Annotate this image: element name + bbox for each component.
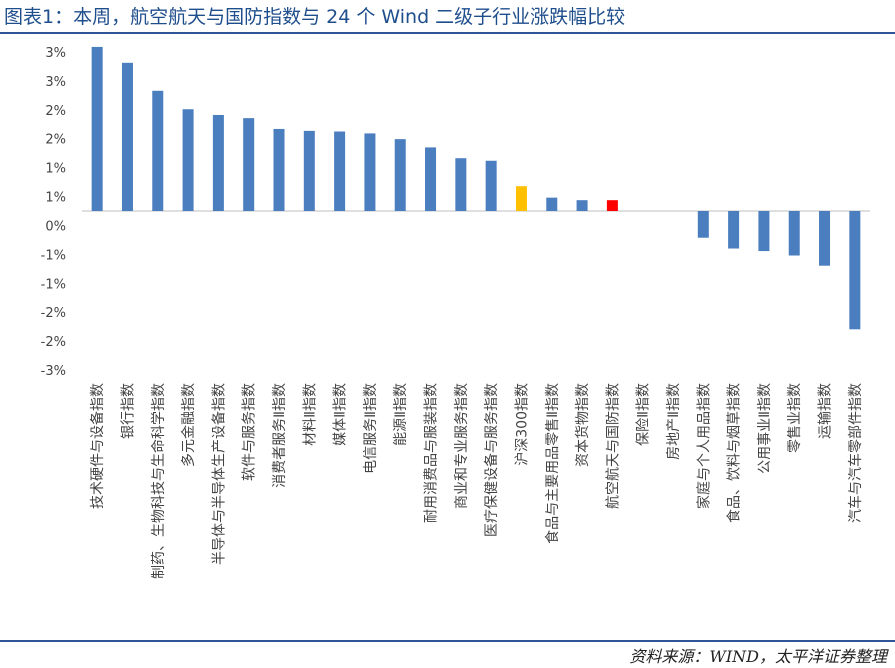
category-label: 能源Ⅱ指数 — [393, 383, 409, 446]
y-axis: 3% 3% 2% 2% 1% 1% 0% -1% -1% -2% -2% -3% — [41, 46, 870, 379]
category-label: 家庭与个人用品指数 — [695, 383, 712, 509]
category-label: 媒体Ⅱ指数 — [333, 383, 349, 446]
bar — [849, 211, 861, 330]
bar — [485, 160, 497, 211]
category-label: 材料Ⅱ指数 — [302, 383, 318, 446]
bar — [819, 211, 831, 266]
bar — [91, 46, 103, 211]
bar — [182, 109, 194, 211]
category-label: 耐用消费品与服装指数 — [424, 383, 440, 523]
source-note: 资料来源：WIND，太平洋证券整理 — [629, 647, 887, 666]
bar — [364, 133, 376, 211]
bar — [394, 139, 406, 211]
bar — [334, 131, 346, 211]
y-tick-label: 3% — [45, 75, 66, 90]
category-label: 软件与服务指数 — [242, 383, 258, 481]
category-label: 公用事业Ⅱ指数 — [757, 383, 773, 474]
bar — [576, 200, 588, 211]
bar — [546, 197, 558, 211]
bar — [728, 211, 740, 249]
y-tick-label: -1% — [41, 277, 66, 292]
y-tick-label: 1% — [45, 162, 66, 177]
category-label: 多元金融指数 — [180, 383, 197, 467]
category-label: 资本货物指数 — [574, 383, 591, 467]
y-tick-label: 3% — [45, 46, 66, 61]
category-label: 航空航天与国防指数 — [605, 383, 621, 509]
bar — [697, 211, 709, 238]
bar — [303, 130, 315, 211]
category-label: 电信服务Ⅱ指数 — [363, 383, 379, 474]
category-label: 沪深300指数 — [514, 383, 530, 466]
bar — [152, 90, 164, 211]
y-tick-label: 2% — [45, 104, 66, 119]
y-tick-label: -2% — [41, 306, 66, 321]
y-tick-label: 2% — [45, 133, 66, 148]
bar — [455, 158, 467, 211]
bar — [212, 114, 224, 211]
bar — [243, 118, 255, 211]
chart-title: 图表1：本周，航空航天与国防指数与 24 个 Wind 二级子行业涨跌幅比较 — [4, 6, 626, 28]
y-tick-label: 0% — [45, 219, 66, 234]
category-label: 半导体与半导体生产设备指数 — [210, 383, 227, 565]
category-label: 保险Ⅱ指数 — [636, 383, 652, 446]
bar — [758, 211, 770, 252]
category-label: 房地产Ⅱ指数 — [666, 383, 682, 460]
category-label: 商业和专业服务指数 — [454, 383, 470, 509]
bars — [91, 46, 861, 330]
category-label: 医疗保健设备与服务指数 — [483, 383, 500, 537]
title-rule — [0, 32, 895, 34]
category-label: 制药、生物科技与生命科学指数 — [150, 383, 167, 579]
y-tick-label: -2% — [41, 335, 66, 350]
category-label: 运输指数 — [818, 383, 834, 439]
y-tick-label: -1% — [41, 248, 66, 263]
y-tick-label: 1% — [45, 191, 66, 206]
footer-rule — [0, 640, 895, 642]
bar — [515, 186, 527, 211]
category-label: 消费者服务Ⅱ指数 — [272, 383, 288, 488]
bar-chart: 3% 3% 2% 2% 1% 1% 0% -1% -1% -2% -2% -3% 技术硬件与设备指数银… — [41, 46, 870, 579]
category-label: 食品与主要用品零售Ⅱ指数 — [544, 383, 561, 544]
bar — [788, 211, 800, 256]
category-label: 银行指数 — [120, 383, 136, 439]
category-label: 零售业指数 — [787, 383, 803, 453]
category-label: 汽车与汽车零部件指数 — [847, 383, 864, 523]
bar — [273, 128, 285, 211]
bar — [606, 200, 618, 211]
category-label: 技术硬件与设备指数 — [89, 383, 106, 509]
x-axis: 技术硬件与设备指数 银行指数 制药、生物科技与生命科学指数 多元金融指数 半导体与半导体… — [89, 383, 864, 579]
bar — [425, 147, 437, 211]
y-tick-label: -3% — [41, 364, 66, 379]
bar — [121, 62, 133, 212]
category-label: 食品、饮料与烟草指数 — [726, 383, 743, 523]
